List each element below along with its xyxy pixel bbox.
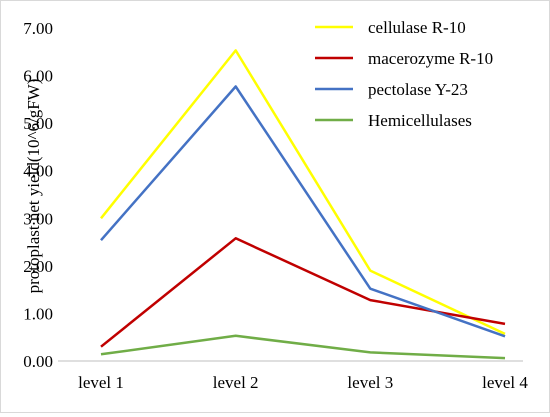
- y-tick-label: 0.00: [23, 352, 53, 371]
- x-tick-label: level 4: [482, 373, 528, 392]
- y-tick-label: 6.00: [23, 67, 53, 86]
- legend-label: pectolase Y-23: [368, 80, 468, 99]
- y-axis-title: protoplast net yield(10^6/gFW): [24, 79, 43, 294]
- y-axis-ticks: 0.00 1.00 2.00 3.00 4.00 5.00 6.00 7.00: [23, 19, 53, 371]
- x-tick-label: level 2: [213, 373, 259, 392]
- y-tick-label: 4.00: [23, 162, 53, 181]
- series-line-2: [100, 237, 506, 348]
- series-line-4: [100, 334, 506, 360]
- legend-label: Hemicellulases: [368, 111, 472, 130]
- x-axis-ticks: level 1 level 2 level 3 level 4: [78, 373, 528, 392]
- y-tick-label: 1.00: [23, 304, 53, 323]
- series-lines: [100, 49, 506, 360]
- y-tick-label: 7.00: [23, 19, 53, 38]
- y-tick-label: 2.00: [23, 257, 53, 276]
- legend-label: macerozyme R-10: [368, 49, 493, 68]
- y-tick-label: 5.00: [23, 114, 53, 133]
- legend-label: cellulase R-10: [368, 18, 466, 37]
- x-tick-label: level 3: [347, 373, 393, 392]
- y-tick-label: 3.00: [23, 209, 53, 228]
- x-tick-label: level 1: [78, 373, 124, 392]
- legend: cellulase R-10 macerozyme R-10 pectolase Y…: [315, 18, 493, 130]
- series-line-3: [100, 85, 506, 338]
- series-line-1: [100, 49, 506, 336]
